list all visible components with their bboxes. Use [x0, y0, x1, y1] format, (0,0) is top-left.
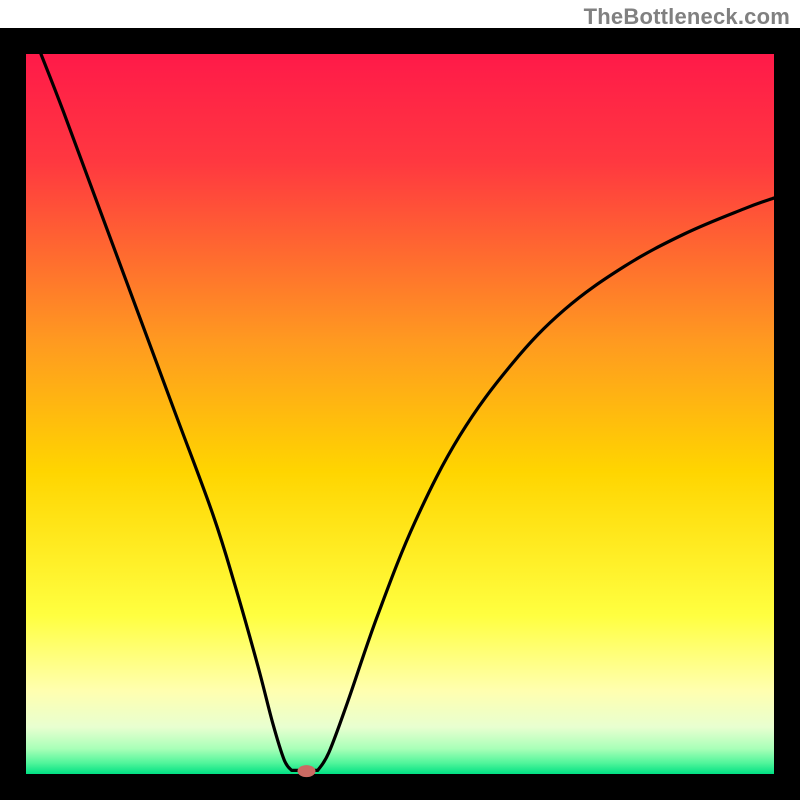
watermark-text: TheBottleneck.com [584, 4, 790, 30]
bottleneck-chart [0, 0, 800, 800]
plot-area [26, 54, 774, 774]
chart-container: TheBottleneck.com [0, 0, 800, 800]
minimum-marker [298, 765, 316, 777]
